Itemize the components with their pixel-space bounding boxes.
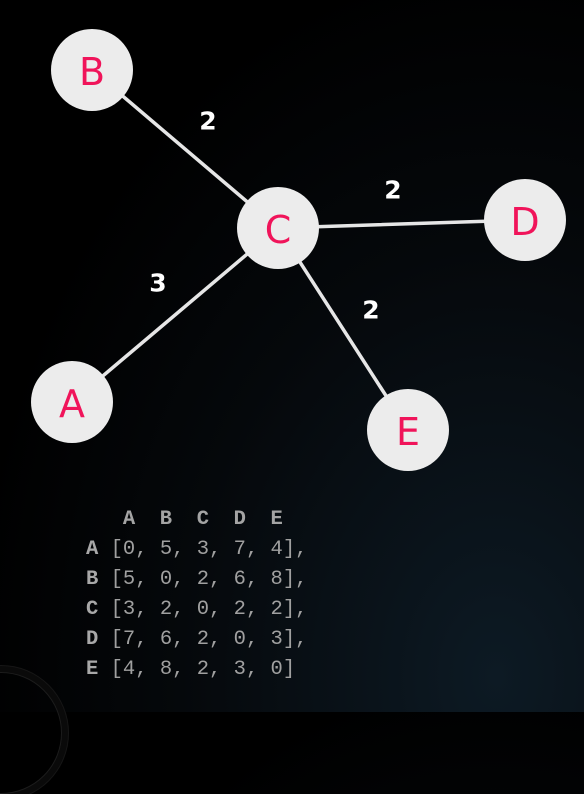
node-d: D xyxy=(484,179,566,261)
edge-weight-c-a: 3 xyxy=(149,269,166,298)
matrix-row-label: A xyxy=(86,538,99,561)
matrix-row-label: D xyxy=(86,628,99,651)
node-e-circle xyxy=(367,389,449,471)
matrix-row-a: A [0, 5, 3, 7, 4], xyxy=(86,535,307,565)
matrix-row-label: E xyxy=(86,658,99,681)
edge-c-d xyxy=(276,218,527,230)
matrix-row-d: D [7, 6, 2, 0, 3], xyxy=(86,625,307,655)
node-d-label: D xyxy=(510,200,539,244)
edge-weight-c-d: 2 xyxy=(384,176,401,205)
node-c-circle xyxy=(237,187,319,269)
graph-diagram: 2 2 3 2 B C D A E xyxy=(31,29,566,471)
matrix-row-label: C xyxy=(86,598,99,621)
node-e-label: E xyxy=(396,410,420,454)
node-b-circle xyxy=(51,29,133,111)
node-a-circle xyxy=(31,361,113,443)
matrix-column-headers: A B C D E xyxy=(122,508,283,531)
node-c: C xyxy=(237,187,319,269)
matrix-row-e: E [4, 8, 2, 3, 0] xyxy=(86,655,307,685)
matrix-header: A B C D E xyxy=(86,505,307,535)
edge-weight-b-c: 2 xyxy=(199,107,216,136)
matrix-row-b: B [5, 0, 2, 6, 8], xyxy=(86,565,307,595)
edge-weight-c-e: 2 xyxy=(362,296,379,325)
matrix-row-values: [7, 6, 2, 0, 3], xyxy=(110,628,308,651)
matrix-row-label: B xyxy=(86,568,99,591)
matrix-row-c: C [3, 2, 0, 2, 2], xyxy=(86,595,307,625)
matrix-row-values: [3, 2, 0, 2, 2], xyxy=(110,598,308,621)
edge-c-a xyxy=(70,226,280,404)
node-b-label: B xyxy=(79,50,105,94)
node-d-circle xyxy=(484,179,566,261)
node-a: A xyxy=(31,361,113,443)
node-a-label: A xyxy=(59,382,85,426)
node-b: B xyxy=(51,29,133,111)
matrix-row-values: [4, 8, 2, 3, 0] xyxy=(110,658,296,681)
node-c-label: C xyxy=(265,208,292,252)
matrix-row-values: [5, 0, 2, 6, 8], xyxy=(110,568,308,591)
node-e: E xyxy=(367,389,449,471)
matrix-row-values: [0, 5, 3, 7, 4], xyxy=(110,538,308,561)
